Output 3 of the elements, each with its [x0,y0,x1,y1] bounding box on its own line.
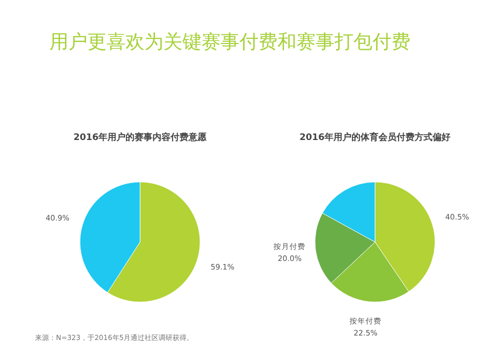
chart-title: 2016年用户的赛事内容付费意愿 [73,132,208,143]
chart-title: 2016年用户的体育会员付费方式偏好 [299,131,451,143]
text: 用户更喜欢为关键赛事付费和赛事打包付费 [50,31,410,53]
